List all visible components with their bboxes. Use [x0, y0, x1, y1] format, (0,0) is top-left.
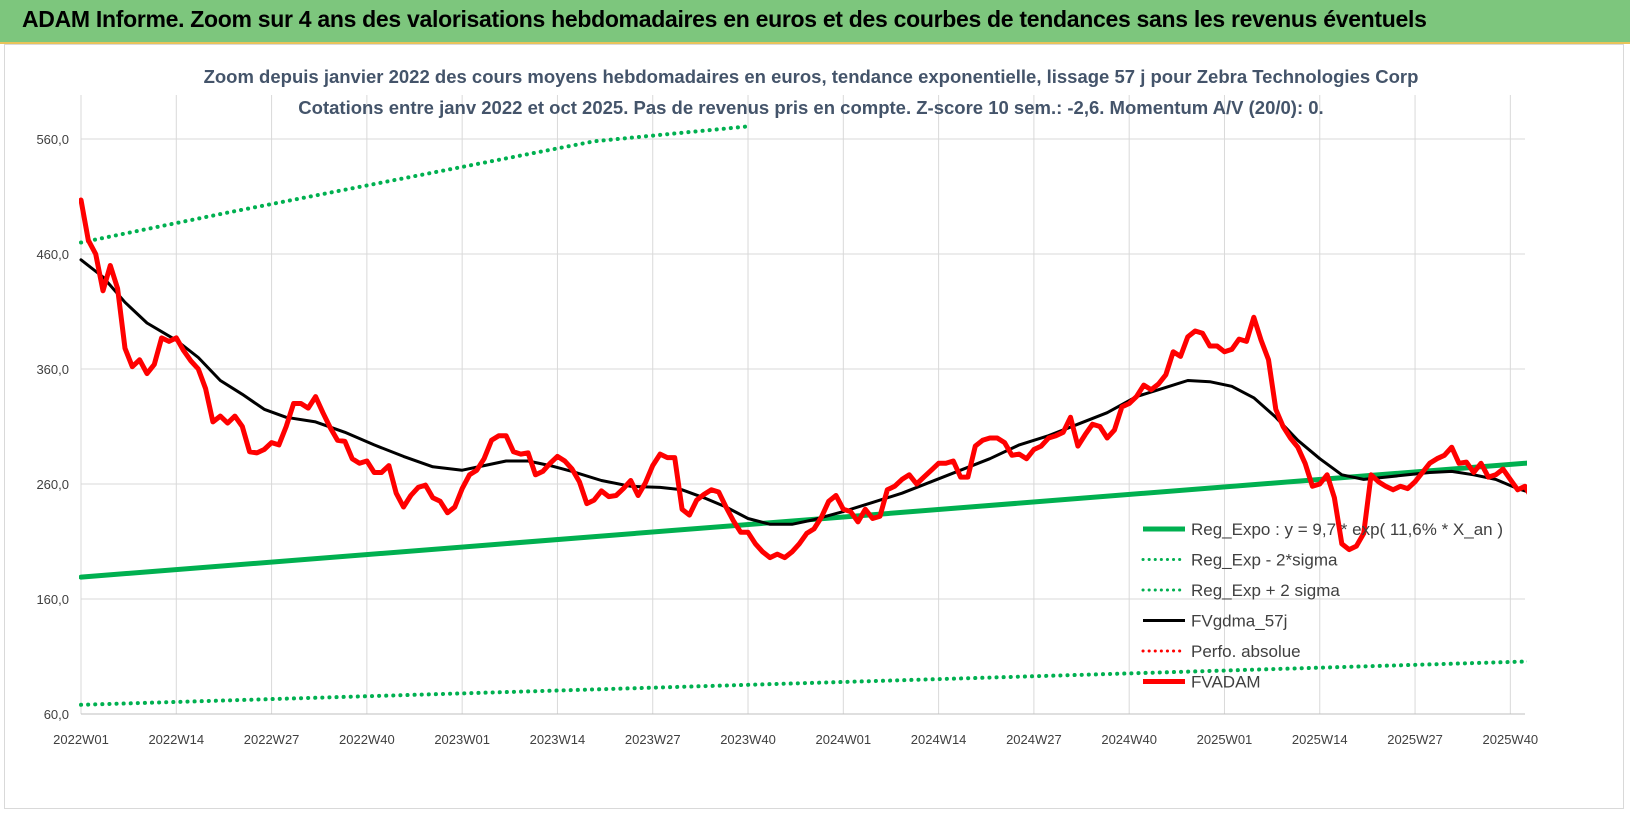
series-fvgdma-57j	[79, 258, 1527, 526]
chart-frame: 60,0 160,0 260,0 360,0 460,0 560,0 2022W01 2022…	[4, 44, 1624, 809]
series-reg-exp-2-sigma	[79, 659, 1527, 707]
x-tick-label: 2024W27	[1006, 732, 1062, 747]
x-tick-label: 2025W01	[1197, 732, 1253, 747]
x-tick-label: 2022W27	[244, 732, 300, 747]
legend-label: Reg_Exp + 2 sigma	[1191, 581, 1340, 600]
header-bar: ADAM Informe. Zoom sur 4 ans des valoris…	[0, 0, 1630, 44]
x-tick-label: 2022W40	[339, 732, 395, 747]
x-tick-label: 2023W14	[530, 732, 586, 747]
series-layer	[79, 124, 1527, 707]
legend-label: Perfo. absolue	[1191, 642, 1301, 661]
series-fvadam	[79, 197, 1527, 561]
legend-label: Reg_Expo : y = 9,7 * exp( 11,6% * X_an )	[1191, 520, 1503, 539]
axes: 60,0 160,0 260,0 360,0 460,0 560,0 2022W01 2022…	[36, 132, 1538, 747]
y-tick-label: 60,0	[44, 707, 69, 722]
x-tick-label: 2023W01	[434, 732, 490, 747]
x-tick-label: 2024W40	[1101, 732, 1157, 747]
x-tick-label: 2022W01	[53, 732, 109, 747]
x-tick-label: 2022W14	[148, 732, 204, 747]
legend-label: Reg_Exp - 2*sigma	[1191, 551, 1338, 570]
x-tick-label: 2024W14	[911, 732, 967, 747]
y-tick-label: 160,0	[36, 592, 69, 607]
x-tick-label: 2025W40	[1483, 732, 1539, 747]
x-tick-label: 2023W27	[625, 732, 681, 747]
chart-title: Zoom depuis janvier 2022 des cours moyen…	[204, 66, 1419, 118]
x-tick-label: 2025W14	[1292, 732, 1348, 747]
y-tick-label: 360,0	[36, 362, 69, 377]
y-tick-label: 260,0	[36, 477, 69, 492]
chart: 60,0 160,0 260,0 360,0 460,0 560,0 2022W01 2022…	[36, 66, 1538, 747]
page-title: ADAM Informe. Zoom sur 4 ans des valoris…	[22, 6, 1427, 32]
y-tick-label: 460,0	[36, 247, 69, 262]
x-tick-label: 2023W40	[720, 732, 776, 747]
legend: Reg_Expo : y = 9,7 * exp( 11,6% * X_an )…	[1141, 520, 1503, 692]
series-reg-exp-2-sigma	[79, 124, 750, 245]
x-tick-label: 2025W27	[1387, 732, 1443, 747]
chart-title-line-1: Zoom depuis janvier 2022 des cours moyen…	[204, 66, 1419, 87]
chart-title-line-2: Cotations entre janv 2022 et oct 2025. P…	[298, 97, 1323, 118]
y-tick-label: 560,0	[36, 132, 69, 147]
legend-label: FVADAM	[1191, 673, 1261, 692]
legend-label: FVgdma_57j	[1191, 612, 1287, 631]
x-tick-label: 2024W01	[815, 732, 871, 747]
